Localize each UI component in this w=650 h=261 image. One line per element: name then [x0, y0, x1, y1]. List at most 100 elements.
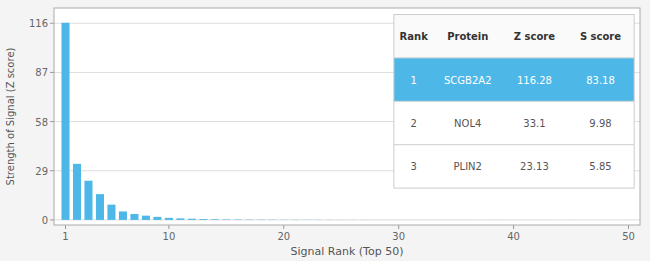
bar [268, 219, 276, 220]
bar [418, 219, 426, 220]
y-axis-label: Strength of Signal (Z score) [5, 47, 16, 185]
y-tick [50, 121, 54, 122]
x-tick [628, 225, 629, 229]
bar [613, 219, 621, 220]
chart: 0 29 58 87 116 1 10 20 30 40 50 Signal Rank (Top 50… [0, 0, 650, 261]
bar [406, 219, 414, 220]
bar [544, 219, 552, 220]
bar [280, 219, 288, 220]
table-cell: 5.85 [589, 161, 611, 172]
bar [130, 214, 138, 220]
x-axis-label: Signal Rank (Top 50) [291, 245, 404, 258]
table-cell: 1 [411, 75, 417, 86]
bar [291, 219, 299, 220]
y-tick-label: 87 [35, 67, 48, 78]
bar [84, 181, 92, 220]
x-tick-label: 10 [163, 231, 176, 242]
y-tick [50, 23, 54, 24]
bar [199, 219, 207, 221]
x-tick-label: 50 [622, 231, 635, 242]
bar [349, 219, 357, 220]
bar [107, 205, 115, 220]
table: Rank Protein Z score S score 1 SCGB2A2 116.28 8… [394, 15, 634, 189]
table-cell: NOL4 [454, 118, 481, 129]
bar [73, 164, 81, 220]
x-tick [65, 225, 66, 229]
bar [429, 219, 437, 220]
table-header: Z score [514, 31, 555, 42]
table-header: S score [580, 31, 621, 42]
table-cell: 3 [411, 161, 417, 172]
table-cell: 116.28 [517, 75, 552, 86]
y-tick [50, 170, 54, 171]
table-cell: 33.1 [523, 118, 545, 129]
table-cell: 83.18 [586, 75, 615, 86]
table-cell: SCGB2A2 [444, 75, 492, 86]
bar [556, 219, 564, 220]
x-tick [513, 225, 514, 229]
bar [211, 219, 219, 221]
bar [257, 219, 265, 220]
table-cell: 23.13 [520, 161, 549, 172]
bar [590, 219, 598, 220]
bar [245, 219, 253, 220]
bar [165, 218, 173, 220]
table-separator [394, 144, 634, 145]
x-tick [168, 225, 169, 229]
y-tick [50, 219, 54, 220]
bar [624, 219, 632, 220]
bar [326, 219, 334, 220]
bar [475, 219, 483, 220]
table-row-bg [394, 145, 634, 188]
x-tick [283, 225, 284, 229]
x-tick [398, 225, 399, 229]
bar [395, 219, 403, 220]
bar [96, 194, 104, 220]
table-header-bg [394, 15, 634, 58]
y-tick-label: 29 [35, 166, 48, 177]
x-tick-label: 40 [507, 231, 520, 242]
x-tick-label: 1 [62, 231, 68, 242]
bar [360, 219, 368, 220]
bar [441, 219, 449, 220]
x-tick-label: 30 [392, 231, 405, 242]
table-cell: PLIN2 [454, 161, 482, 172]
bar [521, 219, 529, 220]
table-separator [394, 101, 634, 102]
bar [61, 23, 69, 220]
y-tick [50, 72, 54, 73]
bar [153, 217, 161, 220]
bar [498, 219, 506, 220]
bar [119, 211, 127, 219]
bar [579, 219, 587, 220]
bar [510, 219, 518, 220]
y-tick-label: 58 [35, 117, 48, 128]
bar [567, 219, 575, 220]
y-tick-label: 116 [29, 18, 48, 29]
bar [602, 219, 610, 220]
bar [487, 219, 495, 220]
table-row-bg [394, 101, 634, 144]
bar [533, 219, 541, 220]
bar [383, 219, 391, 220]
y-tick-label: 0 [42, 215, 48, 226]
bar [188, 219, 196, 220]
plot-frame [54, 8, 640, 225]
bar [303, 219, 311, 220]
table-cell: 2 [411, 118, 417, 129]
bar [176, 218, 184, 220]
plot-area [54, 8, 640, 225]
table-row-bg [394, 58, 634, 101]
table-header: Protein [447, 31, 488, 42]
table-header: Rank [400, 31, 429, 42]
bar [234, 219, 242, 220]
table-cell: 9.98 [589, 118, 611, 129]
bar [314, 219, 322, 220]
table-border [394, 15, 634, 189]
bar [464, 219, 472, 220]
bar [222, 219, 230, 221]
x-tick-label: 20 [277, 231, 290, 242]
bar [142, 216, 150, 220]
table-separator [394, 57, 634, 58]
bar [337, 219, 345, 220]
